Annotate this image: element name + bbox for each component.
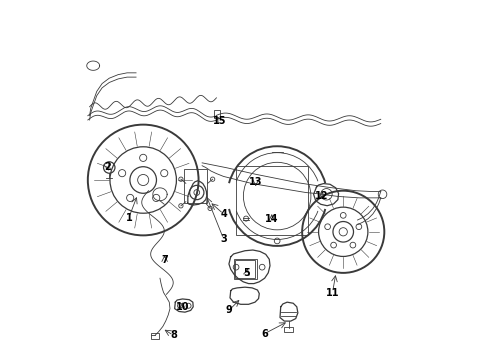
- Bar: [214, 111, 220, 118]
- Text: 3: 3: [220, 234, 227, 244]
- Bar: [284, 327, 293, 332]
- Text: 9: 9: [225, 305, 232, 315]
- Bar: [151, 333, 159, 339]
- Bar: [235, 260, 255, 278]
- Text: 12: 12: [315, 191, 329, 201]
- Text: 5: 5: [244, 268, 250, 278]
- Text: 10: 10: [176, 302, 189, 312]
- Text: 11: 11: [326, 288, 339, 297]
- Bar: [234, 258, 257, 279]
- Text: 13: 13: [249, 177, 263, 187]
- Text: 15: 15: [213, 116, 227, 126]
- Bar: [184, 169, 207, 203]
- Text: 14: 14: [265, 214, 278, 224]
- Text: 4: 4: [220, 209, 227, 219]
- Text: 2: 2: [104, 162, 111, 172]
- Bar: [236, 166, 308, 235]
- Text: 1: 1: [125, 212, 132, 222]
- Text: 8: 8: [170, 330, 177, 341]
- Text: 7: 7: [161, 255, 168, 265]
- Text: 6: 6: [261, 329, 268, 339]
